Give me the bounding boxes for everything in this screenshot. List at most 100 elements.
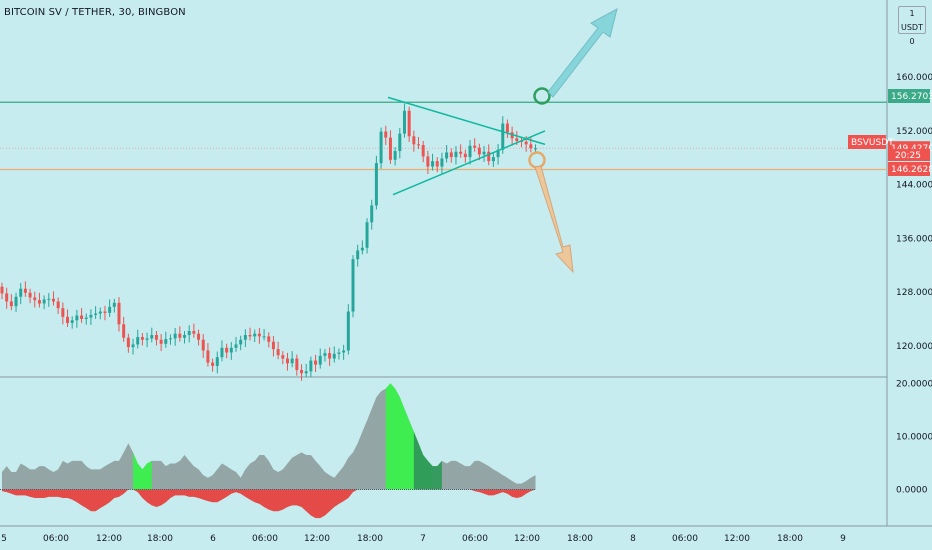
candle-body	[332, 353, 336, 359]
chart-title: BITCOIN SV / TETHER, 30, BINGBON	[4, 7, 186, 18]
candle-body	[61, 308, 65, 317]
candle-body	[70, 320, 74, 323]
triangle-upper-line	[387, 96, 546, 146]
candle-body	[468, 145, 472, 158]
time-tick-label: 18:00	[777, 534, 803, 544]
axis-scale-badge[interactable]: 1 USDT 0	[898, 6, 926, 46]
price-tick-label: 128.0000	[896, 288, 932, 298]
candle-body	[56, 301, 60, 309]
candle-body	[197, 333, 201, 340]
candle-body	[168, 338, 172, 340]
candle-body	[140, 337, 144, 340]
candle-body	[402, 110, 406, 134]
candle-body	[145, 338, 149, 340]
candle-body	[257, 333, 261, 337]
candle-body	[131, 344, 135, 348]
time-tick-label: 06:00	[462, 534, 488, 544]
candle-body	[388, 137, 392, 160]
candle-body	[501, 123, 505, 150]
candle-body	[98, 311, 102, 314]
candle-body	[154, 335, 158, 340]
candle-body	[534, 148, 538, 150]
candle-body	[473, 145, 477, 148]
time-tick-label: 12:00	[514, 534, 540, 544]
breakout-circle	[533, 87, 551, 105]
candle-body	[496, 149, 500, 158]
candle-body	[220, 347, 224, 358]
candle-body	[23, 288, 27, 293]
candle-body	[431, 161, 435, 167]
candle-body	[51, 298, 55, 302]
candle-body	[370, 205, 374, 223]
candle-body	[28, 292, 32, 298]
candle-body	[94, 313, 98, 315]
price-tick-label: 136.0000	[896, 234, 932, 244]
time-tick-label: 5	[1, 534, 7, 544]
bearish-arrow	[534, 165, 574, 274]
last-time-tag-bg	[888, 149, 930, 161]
time-tick-label: 12:00	[96, 534, 122, 544]
triangle-lower-line	[392, 130, 546, 196]
support-price-tag-bg	[888, 162, 930, 176]
bullish-arrow	[547, 8, 618, 98]
candle-body	[183, 335, 187, 338]
resistance-price-tag: 156.2703	[891, 92, 932, 102]
resistance-price-tag-bg	[888, 89, 930, 103]
candle-body	[271, 341, 275, 350]
candle-body	[234, 344, 238, 348]
candle-body	[323, 353, 327, 356]
candle-body	[126, 337, 130, 348]
candle-body	[491, 157, 495, 162]
candle-body	[215, 357, 219, 366]
candle-body	[206, 350, 210, 363]
candle-body	[150, 335, 154, 339]
candle-body	[262, 336, 266, 338]
candle-body	[374, 163, 378, 206]
symbol-tag: BSVUSDT	[851, 138, 894, 148]
candle-body	[477, 147, 481, 155]
candle-body	[351, 259, 355, 312]
breakdown-circle	[528, 151, 546, 169]
candle-body	[407, 110, 411, 137]
candle-body	[309, 360, 313, 372]
time-tick-label: 8	[630, 534, 636, 544]
osc-dark-green-area	[413, 431, 442, 490]
candle-body	[112, 302, 116, 307]
candle-body	[66, 316, 70, 323]
candle-body	[300, 369, 304, 374]
osc-tick-label: 10.0000	[896, 432, 932, 442]
candle-body	[435, 161, 439, 167]
candle-body	[281, 355, 285, 359]
candle-body	[360, 247, 364, 251]
time-tick-label: 18:00	[357, 534, 383, 544]
candle-body	[253, 333, 257, 337]
candle-body	[454, 151, 458, 158]
scale-badge-unit: USDT	[901, 23, 923, 32]
candle-body	[337, 352, 341, 354]
candle-body	[505, 123, 509, 133]
candle-body	[346, 311, 350, 351]
time-tick-label: 12:00	[304, 534, 330, 544]
candle-body	[384, 131, 388, 138]
candle-body	[84, 317, 88, 319]
candle-body	[122, 324, 126, 338]
candle-body	[0, 286, 4, 294]
candle-body	[524, 141, 528, 145]
osc-red-area	[2, 489, 536, 519]
time-tick-label: 06:00	[252, 534, 278, 544]
candle-body	[19, 288, 23, 297]
candle-body	[117, 302, 121, 325]
candle-body	[459, 151, 463, 154]
time-tick-label: 06:00	[43, 534, 69, 544]
candle-body	[487, 151, 491, 162]
candle-body	[229, 347, 233, 353]
candle-body	[267, 336, 271, 342]
time-tick-label: 18:00	[147, 534, 173, 544]
scale-badge-left: 1	[909, 9, 915, 18]
candle-body	[426, 156, 430, 167]
last-time-tag: 20:25	[895, 151, 921, 161]
candle-body	[417, 144, 421, 146]
candle-body	[42, 299, 46, 304]
time-tick-label: 18:00	[567, 534, 593, 544]
